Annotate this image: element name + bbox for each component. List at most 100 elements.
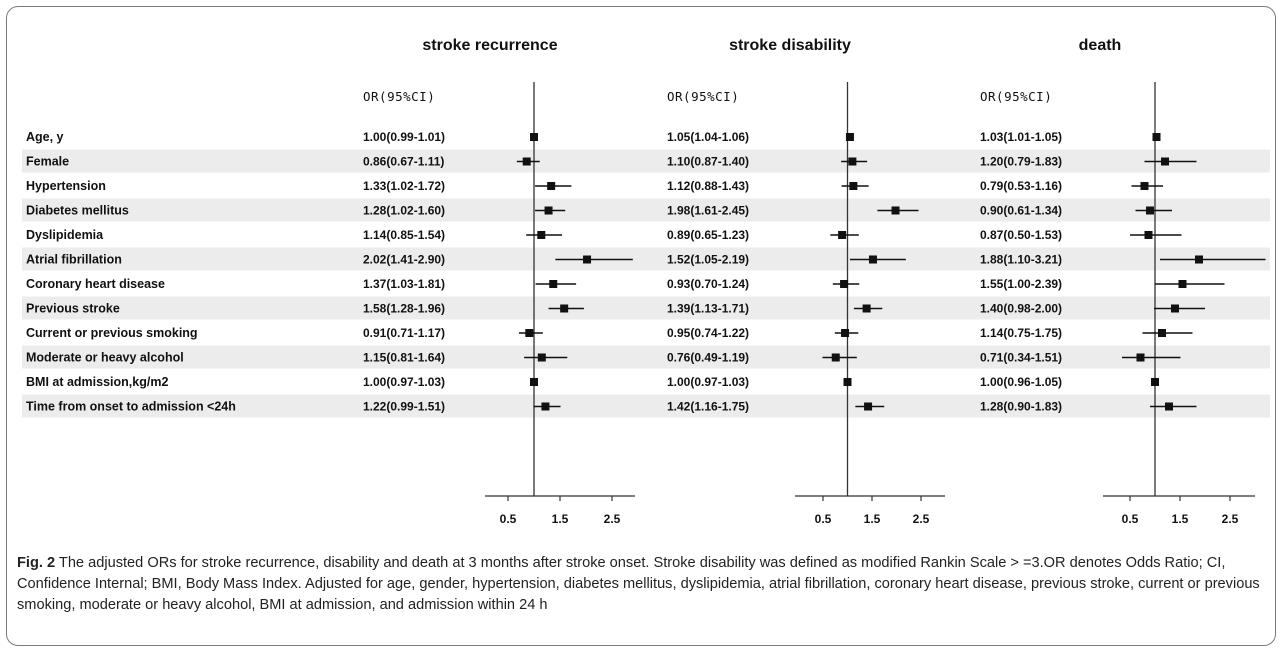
x-tick-label: 2.5 — [913, 512, 930, 526]
x-tick-label: 2.5 — [1222, 512, 1239, 526]
or-value: 1.52(1.05-2.19) — [667, 253, 749, 267]
figure-frame — [6, 6, 1276, 646]
or-point — [544, 206, 553, 215]
or-value: 1.03(1.01-1.05) — [980, 130, 1062, 144]
panel-title: stroke recurrence — [422, 37, 557, 54]
forest-panel: stroke disability OR(95%CI) 0.5 1.5 2.5 1.05(… — [667, 37, 945, 526]
or-point — [840, 280, 849, 288]
or-point — [1151, 378, 1159, 386]
or-value: 2.02(1.41-2.90) — [363, 253, 445, 267]
or-value: 0.86(0.67-1.11) — [363, 155, 444, 169]
or-point — [845, 133, 854, 141]
panel-title: stroke disability — [729, 37, 851, 54]
or-value: 1.28(1.02-1.60) — [363, 204, 445, 218]
x-tick-label: 1.5 — [552, 512, 569, 526]
or-point — [1136, 353, 1145, 362]
or-point — [1161, 157, 1169, 166]
forest-plot: Age, y Female Hypertension Diabetes mellitu… — [22, 37, 1270, 526]
or-point — [831, 353, 840, 362]
or-point — [522, 157, 531, 166]
or-point — [525, 329, 534, 337]
or-value: 1.14(0.75-1.75) — [980, 326, 1062, 340]
x-tick-label: 1.5 — [1172, 512, 1189, 526]
x-tick-label: 1.5 — [864, 512, 881, 526]
or-value: 0.71(0.34-1.51) — [980, 351, 1062, 365]
or-value: 1.88(1.10-3.21) — [980, 253, 1062, 267]
or-point — [1146, 206, 1154, 215]
or-point — [841, 329, 850, 337]
or-point — [541, 402, 550, 411]
or-point — [1178, 280, 1187, 288]
or-point — [547, 182, 556, 190]
caption-text: The adjusted ORs for stroke recurrence, … — [17, 555, 1260, 613]
or-value: 1.58(1.28-1.96) — [363, 302, 445, 316]
row-stripe — [22, 345, 1270, 369]
or-point — [530, 378, 538, 386]
or-point — [1171, 304, 1179, 313]
or-point — [1140, 182, 1149, 190]
caption-label: Fig. 2 — [17, 555, 56, 571]
or-value: 0.93(0.70-1.24) — [667, 277, 749, 291]
or-point — [838, 231, 847, 239]
row-stripe — [22, 149, 1270, 173]
variable-label: Current or previous smoking — [26, 326, 198, 340]
x-tick-label: 2.5 — [604, 512, 621, 526]
or-point — [1144, 231, 1153, 239]
or-point — [549, 280, 558, 288]
variable-labels: Age, y Female Hypertension Diabetes mellitu… — [26, 130, 236, 414]
or-value: 0.95(0.74-1.22) — [667, 326, 749, 340]
or-value: 1.22(0.99-1.51) — [363, 400, 445, 414]
variable-label: Previous stroke — [26, 302, 120, 316]
or-value: 1.05(1.04-1.06) — [667, 130, 749, 144]
variable-label: Diabetes mellitus — [26, 204, 129, 218]
forest-panel: stroke recurrence OR(95%CI) 0.5 1.5 2.5 1.00(… — [363, 37, 635, 526]
variable-label: Time from onset to admission <24h — [26, 400, 236, 414]
or-value: 1.15(0.81-1.64) — [363, 351, 445, 365]
variable-label: Coronary heart disease — [26, 277, 165, 291]
x-tick-label: 0.5 — [1122, 512, 1139, 526]
or-point — [1152, 133, 1161, 141]
figure-caption: Fig. 2 The adjusted ORs for stroke recur… — [17, 553, 1265, 616]
or-point — [1165, 402, 1173, 411]
row-stripe — [22, 296, 1270, 320]
or-value: 1.12(0.88-1.43) — [667, 179, 749, 193]
panel-title: death — [1079, 37, 1122, 54]
or-point — [843, 378, 852, 386]
or-point — [868, 255, 877, 264]
or-value: 0.90(0.61-1.34) — [980, 204, 1062, 218]
or-point — [537, 231, 546, 239]
or-value: 1.33(1.02-1.72) — [363, 179, 445, 193]
variable-label: Dyslipidemia — [26, 228, 104, 242]
or-value: 1.00(0.96-1.05) — [980, 375, 1062, 389]
or-value: 1.00(0.97-1.03) — [363, 375, 445, 389]
or-value: 0.79(0.53-1.16) — [980, 179, 1062, 193]
x-tick-label: 0.5 — [815, 512, 832, 526]
or-point — [848, 157, 857, 166]
or-value: 1.00(0.99-1.01) — [363, 130, 445, 144]
or-value: 0.76(0.49-1.19) — [667, 351, 749, 365]
row-stripes — [22, 149, 1270, 418]
row-stripe — [22, 198, 1270, 222]
or-column-header: OR(95%CI) — [667, 89, 739, 104]
or-point — [583, 255, 592, 264]
row-stripe — [22, 394, 1270, 418]
variable-label: Hypertension — [26, 179, 106, 193]
or-point — [849, 182, 858, 190]
or-column-header: OR(95%CI) — [363, 89, 435, 104]
variable-label: Atrial fibrillation — [26, 253, 122, 267]
row-stripe — [22, 247, 1270, 271]
or-value: 1.10(0.87-1.40) — [667, 155, 749, 169]
or-point — [1195, 255, 1203, 264]
variable-label: Female — [26, 155, 69, 169]
or-point — [891, 206, 900, 215]
variable-label: Moderate or heavy alcohol — [26, 351, 184, 365]
variable-label: Age, y — [26, 130, 64, 144]
or-value: 1.98(1.61-2.45) — [667, 204, 749, 218]
or-value: 1.20(0.79-1.83) — [980, 155, 1062, 169]
or-point — [1158, 329, 1166, 337]
or-point — [537, 353, 546, 362]
or-value: 1.39(1.13-1.71) — [667, 302, 749, 316]
or-value: 0.89(0.65-1.23) — [667, 228, 749, 242]
or-point — [530, 133, 538, 141]
x-tick-label: 0.5 — [500, 512, 517, 526]
